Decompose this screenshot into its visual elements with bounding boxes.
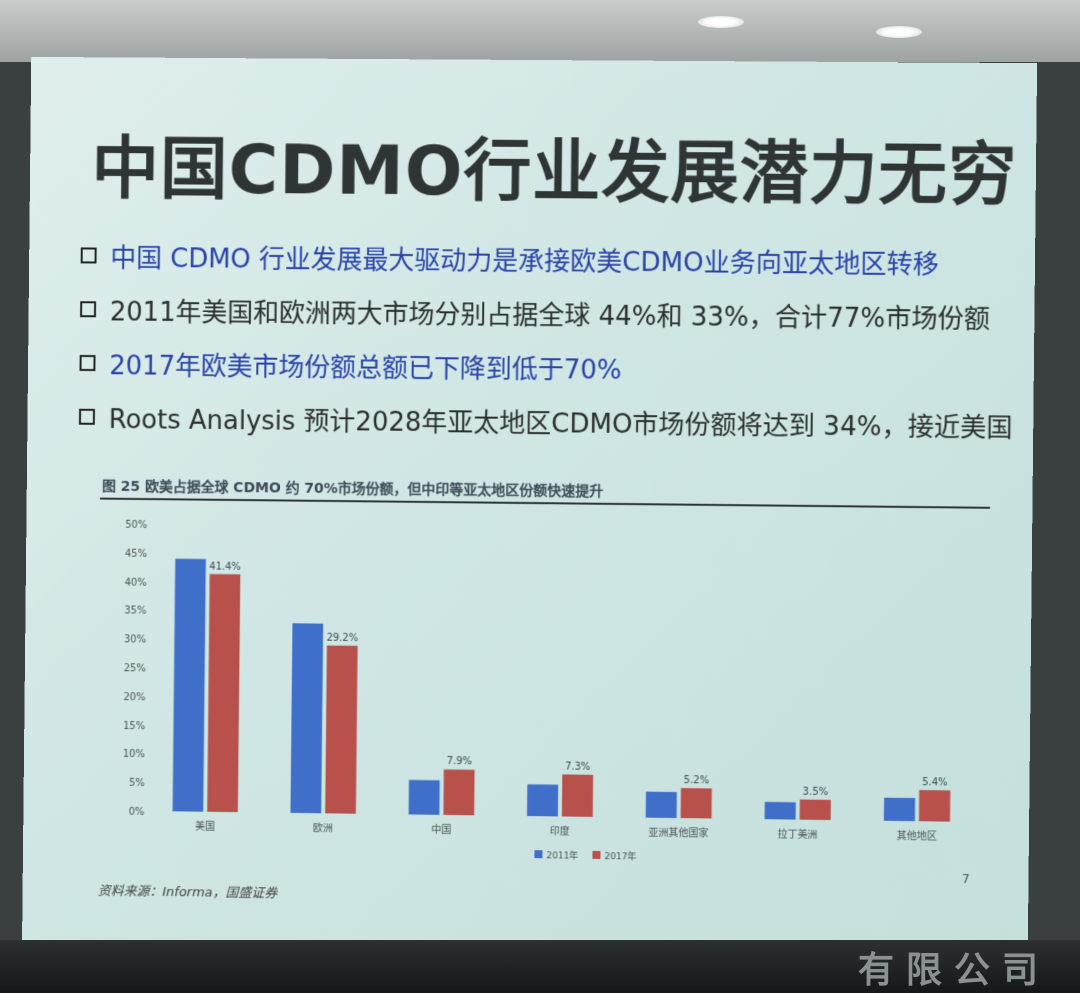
bar [290,623,323,813]
figure-title: 图 25 欧美占据全球 CDMO 约 70%市场份额，但中印等亚太地区份额快速提… [102,476,603,501]
ceiling-lamp-icon [876,26,922,38]
y-tick-label: 10% [123,749,145,760]
y-tick-label: 35% [124,606,146,617]
checkbox-bullet-icon [80,301,96,317]
y-tick-label: 50% [125,520,147,531]
legend-swatch [592,851,600,859]
bar [800,799,831,820]
data-label: 3.5% [803,786,829,797]
page-number: 7 [962,872,970,886]
bar [919,790,950,822]
y-tick-label: 5% [129,778,145,789]
bar [527,784,558,816]
data-label: 5.2% [684,775,710,786]
checkbox-bullet-icon [80,355,96,371]
bar [681,788,712,818]
bullet-item: 2017年欧美市场份额总额已下降到低于70% [79,336,1010,398]
data-label: 29.2% [326,632,358,643]
slide-title: 中国CDMO行业发展潜力无穷 [91,113,992,218]
bar [173,559,206,812]
x-tick-label: 美国 [195,820,215,833]
y-tick-label: 0% [129,807,145,818]
checkbox-bullet-icon [79,409,95,425]
bullet-text: Roots Analysis 预计2028年亚太地区CDMO市场份额将达到 34… [109,399,1013,445]
x-tick-label: 印度 [550,824,570,837]
x-tick-label: 中国 [431,823,451,836]
bullet-text: 2017年欧美市场份额总额已下降到低于70% [109,345,622,387]
legend-label: 2011年 [546,849,578,861]
checkbox-bullet-icon [81,247,97,263]
x-tick-label: 亚洲其他国家 [648,826,708,840]
bar [646,792,677,818]
legend-label: 2017年 [604,850,636,862]
data-label: 5.4% [922,777,948,788]
bar [765,802,796,820]
bar [207,574,240,812]
y-tick-label: 15% [123,721,145,732]
bullet-item: 2011年美国和欧洲两大市场分别占据全球 44%和 33%，合计77%市场份额 [80,282,1011,344]
data-label: 7.3% [565,761,591,772]
data-label: 41.4% [209,561,241,572]
company-sign: 有限公司 [0,940,1080,993]
data-label: 7.9% [447,756,472,767]
bar [325,645,357,813]
legend-swatch [534,850,542,858]
ceiling-lamp-icon [698,16,744,28]
bar [443,769,474,815]
bar [562,774,593,816]
x-tick-label: 欧洲 [313,822,333,834]
bar [884,798,915,822]
y-tick-label: 20% [123,692,145,703]
ceiling [0,0,1080,62]
x-tick-label: 拉丁美洲 [777,827,817,841]
bullet-list: 中国 CDMO 行业发展最大驱动力是承接欧美CDMO业务向亚太地区转移 2011… [79,229,1011,453]
x-tick-label: 其他地区 [897,829,937,843]
bullet-item: 中国 CDMO 行业发展最大驱动力是承接欧美CDMO业务向亚太地区转移 [80,229,1011,290]
bullet-text: 中国 CDMO 行业发展最大驱动力是承接欧美CDMO业务向亚太地区转移 [110,237,939,281]
bullet-item: Roots Analysis 预计2028年亚太地区CDMO市场份额将达到 34… [79,390,1010,453]
y-tick-label: 45% [125,548,147,559]
bar-chart: 0% 5% 10% 15% 20% 25% 30% 35% 40% 45% 50% 41.4% 美国 29… [84,511,1008,874]
y-tick-label: 40% [125,577,147,588]
bar [409,780,440,815]
y-tick-label: 25% [124,663,146,674]
y-tick-label: 30% [124,634,146,645]
bullet-text: 2011年美国和欧洲两大市场分别占据全球 44%和 33%，合计77%市场份额 [110,291,991,336]
source-note: 资料来源：Informa，国盛证券 [98,880,278,901]
presentation-slide: 中国CDMO行业发展潜力无穷 中国 CDMO 行业发展最大驱动力是承接欧美CDM… [22,57,1037,980]
